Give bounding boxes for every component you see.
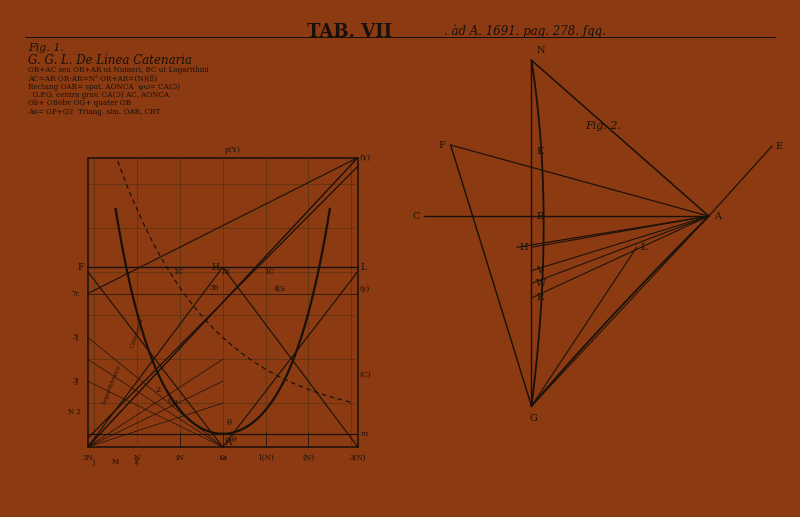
Text: 3j: 3j (73, 333, 79, 341)
Text: (N): (N) (302, 454, 314, 462)
Text: Fig. 1.: Fig. 1. (28, 43, 64, 53)
Text: Fig. 2.: Fig. 2. (585, 120, 621, 131)
Text: N: N (134, 454, 140, 462)
Text: 3B: 3B (210, 284, 219, 293)
Text: 3j: 3j (73, 377, 79, 385)
Text: ω: ω (219, 454, 226, 462)
Text: TAB. VII: TAB. VII (307, 23, 393, 41)
Text: N: N (536, 47, 545, 55)
Text: 2: 2 (156, 386, 161, 394)
Text: lj: lj (135, 458, 139, 466)
Text: C: C (167, 397, 174, 405)
Text: N 2: N 2 (68, 408, 81, 416)
Text: A: A (714, 211, 721, 221)
Text: 1C: 1C (173, 268, 183, 277)
Text: iN: iN (175, 454, 184, 462)
Text: L: L (361, 263, 366, 272)
Text: B: B (536, 211, 544, 221)
Text: (Y): (Y) (360, 154, 370, 162)
Text: j: j (93, 458, 95, 466)
Text: G: G (530, 414, 538, 423)
Text: Ao= GP+Q2  Triang. sim. OAR, CBT: Ao= GP+Q2 Triang. sim. OAR, CBT (28, 108, 160, 115)
Text: 7c: 7c (72, 290, 80, 298)
Text: θ: θ (231, 436, 236, 445)
Text: O: O (220, 454, 226, 462)
Text: C: C (412, 211, 419, 221)
Text: E: E (775, 142, 782, 150)
Text: 3(N): 3(N) (350, 454, 366, 462)
Text: 1C: 1C (265, 268, 274, 277)
Text: A: A (225, 438, 231, 447)
Text: W: W (536, 279, 546, 288)
Text: K: K (536, 147, 544, 156)
Text: p(Y): p(Y) (225, 146, 241, 154)
Text: V: V (536, 266, 543, 275)
Text: θ: θ (227, 419, 232, 427)
Text: G. G. L. De Linea Catenaria: G. G. L. De Linea Catenaria (28, 54, 192, 67)
Text: 4(S: 4(S (274, 284, 286, 293)
Text: AC=AR OR-AR=N³ OR+AR=(N)(ß): AC=AR OR-AR=N³ OR+AR=(N)(ß) (28, 74, 157, 82)
Text: 1B: 1B (220, 268, 230, 277)
Text: G.P.Q. centra grav. CA(Ɔ) AC, AONCA: G.P.Q. centra grav. CA(Ɔ) AC, AONCA (28, 91, 169, 99)
Text: Logarithmica: Logarithmica (101, 365, 122, 406)
Text: L: L (641, 243, 647, 252)
Text: . àd A. 1691. pag. 278. ƒqq.: . àd A. 1691. pag. 278. ƒqq. (444, 24, 606, 38)
Text: H: H (212, 263, 220, 272)
Text: M: M (112, 458, 119, 466)
Text: 1(N): 1(N) (257, 454, 274, 462)
Text: H: H (519, 243, 527, 252)
Text: B: B (172, 400, 178, 407)
Text: O: O (225, 436, 231, 444)
Text: F: F (78, 263, 84, 272)
Text: OB+AC seu OR+AR ut Numeri, BC ut Logarithmi: OB+AC seu OR+AR ut Numeri, BC ut Logarit… (28, 66, 209, 74)
Text: F: F (439, 141, 446, 149)
Text: Rectang OAR= spat. AONCA  ψω= CA(Ɔ): Rectang OAR= spat. AONCA ψω= CA(Ɔ) (28, 83, 180, 90)
Text: m: m (361, 430, 368, 438)
Text: R: R (536, 294, 544, 302)
Text: Ob+ OBobv OG+ quater OB: Ob+ OBobv OG+ quater OB (28, 99, 131, 107)
Text: 3N: 3N (82, 454, 93, 462)
Text: (C): (C) (360, 371, 371, 378)
Text: (y): (y) (360, 285, 370, 293)
Text: Catenaria: Catenaria (130, 317, 145, 348)
